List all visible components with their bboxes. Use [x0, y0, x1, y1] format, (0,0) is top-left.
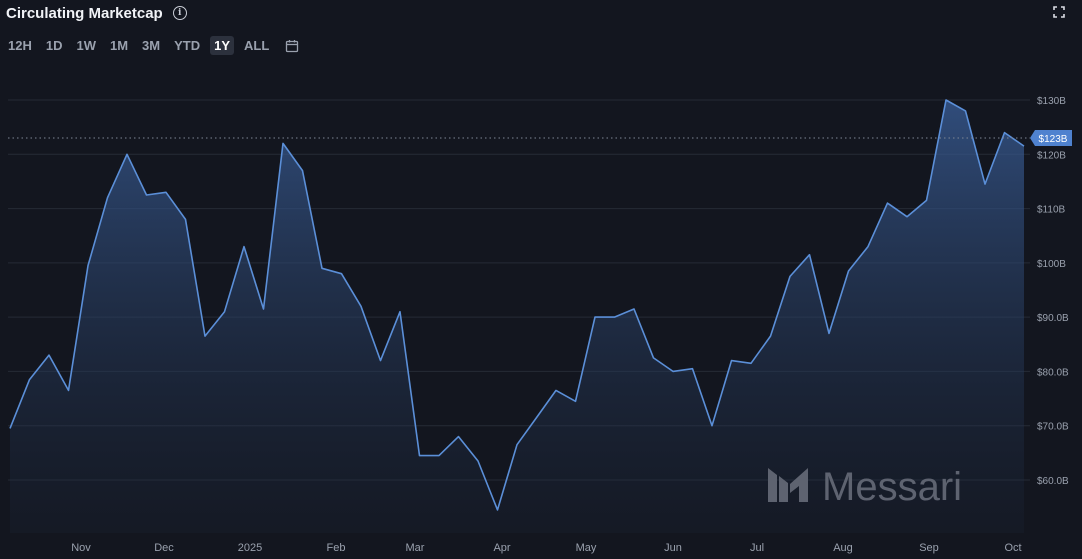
info-icon[interactable]: i — [172, 6, 187, 20]
y-tick-label: $90.0B — [1037, 313, 1069, 324]
x-tick-label: Jul — [750, 542, 764, 554]
y-tick-label: $80.0B — [1037, 367, 1069, 378]
x-tick-label: Oct — [1004, 542, 1021, 554]
x-tick-label: 2025 — [238, 542, 262, 554]
calendar-icon[interactable] — [285, 39, 299, 53]
current-value-label: $123B — [1039, 134, 1068, 145]
current-value-badge: $123B — [8, 130, 1072, 146]
y-tick-label: $120B — [1037, 150, 1066, 161]
area-layer — [9, 99, 1025, 533]
messari-watermark: Messari — [768, 465, 962, 509]
range-1y-button[interactable]: 1Y — [210, 36, 235, 55]
y-tick-label: $130B — [1037, 96, 1066, 107]
fullscreen-icon[interactable] — [1053, 6, 1065, 18]
range-all-button[interactable]: ALL — [244, 38, 270, 53]
x-tick-label: Apr — [493, 542, 510, 554]
range-1w-button[interactable]: 1W — [76, 38, 96, 53]
x-tick-label: May — [576, 542, 597, 554]
x-tick-label: Jun — [664, 542, 682, 554]
x-tick-label: Sep — [919, 542, 939, 554]
y-axis: $60.0B $70.0B $80.0B $90.0B $100B $110B $120B $… — [1037, 96, 1069, 487]
y-tick-label: $100B — [1037, 259, 1066, 270]
chart-title: Circulating Marketcap — [6, 4, 163, 22]
watermark-text: Messari — [822, 465, 962, 509]
range-ytd-button[interactable]: YTD — [174, 38, 201, 53]
series-line — [9, 99, 1025, 511]
time-range-selector: 12H 1D 1W 1M 3M YTD 1Y ALL — [4, 36, 299, 55]
messari-logo-icon — [768, 468, 808, 502]
x-axis: Nov Dec 2025 Feb Mar Apr May Jun Jul Aug Sep Oct — [71, 542, 1021, 554]
x-tick-label: Nov — [71, 542, 91, 554]
y-tick-label: $110B — [1037, 205, 1066, 216]
x-tick-label: Feb — [327, 542, 346, 554]
range-3m-button[interactable]: 3M — [142, 38, 161, 53]
y-tick-label: $60.0B — [1037, 476, 1069, 487]
chart-header: Circulating Marketcap i — [6, 2, 187, 24]
current-value-tag — [1030, 130, 1072, 146]
range-1d-button[interactable]: 1D — [45, 38, 63, 53]
x-tick-label: Mar — [406, 542, 425, 554]
x-tick-label: Aug — [833, 542, 853, 554]
range-1m-button[interactable]: 1M — [109, 38, 129, 53]
area-fill — [10, 100, 1024, 533]
range-12h-button[interactable]: 12H — [8, 38, 32, 53]
x-tick-label: Dec — [154, 542, 174, 554]
y-tick-label: $70.0B — [1037, 422, 1069, 433]
